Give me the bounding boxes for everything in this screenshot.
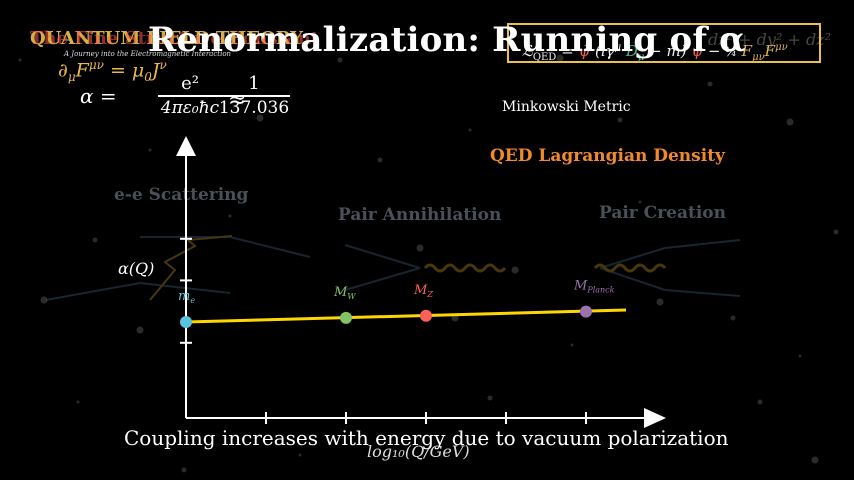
particle-dot: [228, 214, 232, 218]
alpha-definition-lhs: α =: [80, 84, 117, 108]
process-label-scattering: e-e Scattering: [114, 185, 249, 205]
minkowski-label: Minkowski Metric: [502, 99, 631, 115]
fermion-line: [664, 289, 741, 297]
x-axis-arrow: [644, 408, 666, 428]
mass-scale-point-m-z: [420, 309, 432, 322]
page-title: Renormalization: Running of α: [148, 20, 746, 60]
particle-dot: [298, 453, 302, 457]
alpha-numerator: e²: [181, 73, 199, 94]
fermion-line: [344, 267, 421, 291]
fermion-line: [599, 247, 666, 269]
mass-scale-point-m-w: [340, 311, 352, 324]
particle-dot: [148, 148, 152, 152]
approx-sign: ≈: [228, 88, 247, 113]
particle-dot: [730, 315, 736, 321]
ghost-title: QUANTUM FIELD THEORY: [30, 28, 304, 49]
lagrangian-box: [507, 23, 821, 63]
alpha-running-curve: [185, 308, 627, 324]
particle-dot: [707, 81, 713, 87]
mass-scale-label: MZ: [413, 283, 433, 299]
particle-dot: [76, 400, 80, 404]
particle-dot: [556, 54, 564, 62]
lagrangian-equation: ℒQED = ψ̄ (iγμ Dμ − m) ψ − ¼ FμνFμν: [522, 42, 788, 63]
particle-dot: [416, 244, 424, 252]
process-label-creation: Pair Creation: [599, 203, 727, 223]
alpha-value-denominator: 137.036: [218, 97, 290, 118]
alpha-value-numerator: 1: [248, 73, 260, 94]
y-axis-label: α(Q): [118, 259, 155, 278]
particle-dot: [451, 314, 459, 322]
particle-dot: [256, 114, 264, 122]
x-axis-label: log₁₀(Q/GeV): [367, 442, 470, 461]
fermion-line: [664, 239, 741, 249]
particle-dot: [181, 467, 187, 473]
particle-dot: [40, 296, 48, 304]
particle-dot: [92, 237, 98, 243]
y-axis-arrow: [176, 136, 196, 156]
fermion-line: [599, 267, 666, 291]
particle-dot: [136, 326, 144, 334]
particle-dot: [833, 229, 839, 235]
particle-dot: [638, 200, 642, 204]
mass-scale-point-m-e: [180, 316, 192, 328]
fermion-line: [229, 236, 311, 258]
photon-wave: [593, 263, 667, 273]
particle-dot: [18, 58, 22, 62]
lagrangian-label: QED Lagrangian Density: [490, 146, 725, 166]
alpha-fraction: e² 4πε₀ħc: [158, 74, 222, 118]
particle-dot: [337, 57, 343, 63]
particle-dot: [487, 395, 493, 401]
particle-dot: [798, 354, 802, 358]
process-label-annihilation: Pair Annihilation: [338, 205, 502, 225]
caption: Coupling increases with energy due to va…: [124, 426, 729, 450]
maxwell-equation: ∂μFμν = μ0Jν: [58, 58, 167, 85]
particle-dot: [811, 456, 819, 464]
particle-dot: [377, 157, 383, 163]
particle-dot: [468, 128, 472, 132]
particle-dot: [698, 438, 702, 442]
particle-dot: [570, 343, 574, 347]
particle-dot: [757, 399, 763, 405]
mass-scale-label: me: [178, 289, 195, 305]
fermion-line: [344, 244, 421, 269]
ghost-subtitle: A Journey into the Electromagnetic Inter…: [64, 50, 232, 58]
metric-ghost: dz² + dy² + dz²: [708, 30, 832, 49]
alpha-value-fraction: 1 137.036: [218, 74, 290, 118]
particle-dot: [656, 298, 664, 306]
particle-dot: [617, 117, 623, 123]
alpha-denominator: 4πε₀ħc: [160, 97, 220, 118]
ghost-title-overlap: The Fine Structure Constant: [30, 28, 320, 49]
mass-scale-point-m-planck: [580, 305, 592, 318]
particle-dot: [511, 266, 519, 274]
particle-dot: [786, 118, 794, 126]
mass-scale-label: MPlanck: [573, 279, 615, 295]
fermion-line: [45, 282, 141, 301]
photon-wave: [423, 263, 507, 273]
photon-zigzag: [149, 235, 233, 301]
